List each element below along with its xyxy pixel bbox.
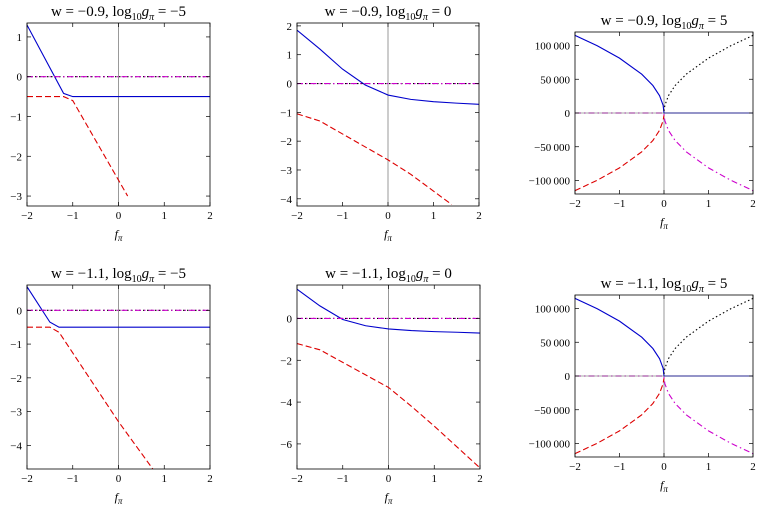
x-tick-label: 2 [477, 473, 483, 485]
y-tick-label: −50 000 [534, 142, 570, 154]
x-tick-label: −1 [337, 210, 349, 222]
x-tick-label: 1 [431, 210, 437, 222]
y-tick-label: −3 [10, 407, 22, 419]
y-tick-label: −50 000 [534, 405, 570, 417]
x-tick-label: 0 [385, 210, 391, 222]
y-tick-label: −6 [280, 439, 292, 451]
y-tick-label: 50 000 [540, 74, 570, 86]
y-tick-label: −1 [280, 107, 292, 119]
x-tick-label: 0 [116, 473, 122, 485]
series-black-dotted [663, 34, 753, 112]
series-red-dashed [297, 343, 480, 469]
x-axis-label: fπ [384, 227, 392, 243]
x-tick-label: −1 [67, 473, 79, 485]
x-tick-label: 2 [207, 473, 213, 485]
series-blue-solid [297, 288, 480, 334]
x-tick-label: −1 [614, 461, 626, 473]
y-tick-label: −3 [280, 165, 292, 177]
x-tick-label: 2 [476, 210, 482, 222]
x-tick-label: 2 [207, 210, 213, 222]
y-tick-label: −100 000 [529, 176, 571, 188]
panel-title: w = −1.1, log10gπ = 5 [601, 276, 728, 295]
panel-6: w = −1.1, log10gπ = 5 −2 −1 0 1 2 100 000 50 00… [529, 276, 756, 494]
panel-1: w = −0.9, log10gπ = −5 −2 −1 0 1 2 1 0 −1 −2 −3 fπ [10, 4, 212, 243]
x-tick-label: 0 [386, 473, 392, 485]
x-tick-label: 1 [706, 461, 712, 473]
x-tick-label: −2 [21, 210, 33, 222]
y-tick-label: 100 000 [535, 304, 571, 316]
x-tick-label: −2 [569, 461, 581, 473]
y-tick-label: 100 000 [535, 41, 571, 53]
y-tick-label: −3 [10, 191, 22, 203]
x-tick-label: −1 [67, 210, 79, 222]
y-tick-label: 2 [287, 21, 293, 33]
panel-title: w = −1.1, log10gπ = −5 [51, 266, 186, 285]
panel-3: w = −0.9, log10gπ = 5 −2 −1 0 1 2 100 000 50 00… [529, 13, 756, 231]
y-tick-label: −4 [10, 440, 22, 452]
panel-title: w = −0.9, log10gπ = 5 [601, 13, 728, 32]
x-tick-label: 0 [661, 198, 667, 210]
series-red-dashed [575, 377, 665, 455]
y-tick-label: −4 [280, 194, 292, 206]
y-tick-label: −2 [10, 373, 22, 385]
x-tick-label: −2 [21, 473, 33, 485]
series-red-dashed [27, 96, 129, 197]
x-axis-label: fπ [385, 490, 393, 506]
panel-title: w = −1.1, log10gπ = 0 [325, 266, 452, 285]
panel-4: w = −1.1, log10gπ = −5 −2 −1 0 1 2 0 −1 −2 −3 −4 fπ [10, 266, 212, 506]
y-tick-label: −2 [280, 136, 292, 148]
x-tick-label: 1 [162, 210, 168, 222]
y-tick-label: 0 [287, 313, 293, 325]
y-tick-label: −2 [280, 355, 292, 367]
series-red-dashed [27, 326, 154, 469]
x-tick-label: 2 [750, 461, 756, 473]
x-tick-label: −2 [569, 198, 581, 210]
x-tick-label: 0 [661, 461, 667, 473]
x-tick-label: −2 [291, 473, 303, 485]
x-axis-label: fπ [660, 215, 668, 231]
series-magenta-dashdot [575, 112, 753, 192]
x-tick-label: 1 [432, 473, 438, 485]
x-axis-label: fπ [660, 478, 668, 494]
x-tick-label: −2 [291, 210, 303, 222]
y-tick-label: 0 [565, 108, 571, 120]
x-tick-label: 1 [162, 473, 168, 485]
x-tick-label: 1 [706, 198, 712, 210]
series-black-dotted [663, 297, 753, 375]
panel-title: w = −0.9, log10gπ = −5 [51, 4, 186, 23]
y-tick-label: 50 000 [540, 337, 570, 349]
y-tick-label: 0 [287, 79, 293, 91]
series-blue-solid [297, 29, 479, 105]
y-tick-label: 1 [287, 50, 293, 62]
x-tick-label: 2 [750, 198, 756, 210]
series-red-dashed [575, 114, 665, 192]
y-tick-label: 1 [17, 32, 23, 44]
x-tick-label: −1 [614, 198, 626, 210]
x-tick-label: 0 [116, 210, 122, 222]
x-axis-label: fπ [115, 490, 123, 506]
y-tick-label: −1 [10, 111, 22, 123]
y-tick-label: 0 [17, 305, 23, 317]
panel-title: w = −0.9, log10gπ = 0 [325, 4, 452, 23]
y-tick-label: −4 [280, 397, 292, 409]
y-tick-label: −1 [10, 339, 22, 351]
panel-5: w = −1.1, log10gπ = 0 −2 −1 0 1 2 0 −2 −4 −6 fπ [280, 266, 482, 506]
x-axis-label: fπ [115, 227, 123, 243]
series-magenta-dashdot [575, 375, 753, 455]
series-red-dashed [297, 113, 453, 206]
y-tick-label: 0 [17, 72, 23, 84]
y-tick-label: −100 000 [529, 439, 571, 451]
y-tick-label: −2 [10, 151, 22, 163]
series-blue-solid [27, 286, 210, 328]
series-blue-solid [27, 24, 210, 98]
x-tick-label: −1 [337, 473, 349, 485]
panel-2: w = −0.9, log10gπ = 0 −2 −1 0 1 2 2 1 0 −1 −2 −3 −4 f… [280, 4, 481, 243]
y-tick-label: 0 [565, 371, 571, 383]
